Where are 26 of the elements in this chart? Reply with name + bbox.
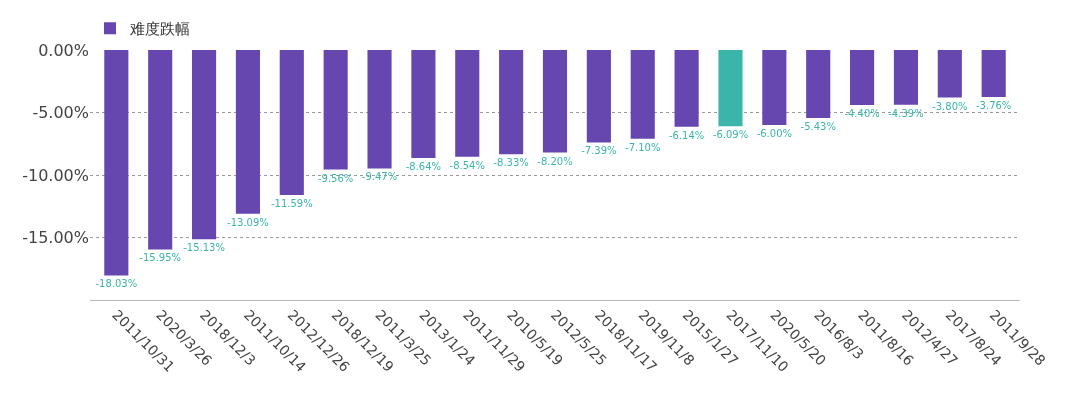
data-label: -18.03% <box>95 278 138 290</box>
data-label: -9.56% <box>317 172 354 184</box>
data-label: -6.09% <box>712 129 749 141</box>
data-label: -6.14% <box>668 129 705 141</box>
data-label: -3.80% <box>932 100 968 112</box>
data-label: -15.13% <box>183 242 225 254</box>
y-tick-label: -15.00% <box>22 228 89 248</box>
data-label: -8.33% <box>493 157 529 169</box>
legend-label: 难度跌幅 <box>129 20 190 39</box>
data-label: -3.76% <box>975 100 1012 111</box>
data-label: -7.10% <box>625 141 661 153</box>
y-tick-label: -10.00% <box>22 165 89 185</box>
y-tick-label: 0.00% <box>38 40 89 60</box>
y-tick-label: -5.00% <box>32 103 89 123</box>
data-label: -11.59% <box>270 197 313 209</box>
data-label: -9.47% <box>361 171 398 183</box>
data-label: -4.40% <box>844 108 880 119</box>
data-label: -5.43% <box>800 120 836 132</box>
data-label: -6.00% <box>756 128 793 139</box>
data-label: -13.09% <box>227 216 269 228</box>
data-label: -8.64% <box>405 161 442 172</box>
data-label: -4.39% <box>888 107 924 119</box>
data-label: -7.39% <box>581 145 617 157</box>
data-label: -8.54% <box>449 159 485 171</box>
data-label: -15.95% <box>139 252 182 264</box>
data-label: -8.20% <box>537 155 573 167</box>
